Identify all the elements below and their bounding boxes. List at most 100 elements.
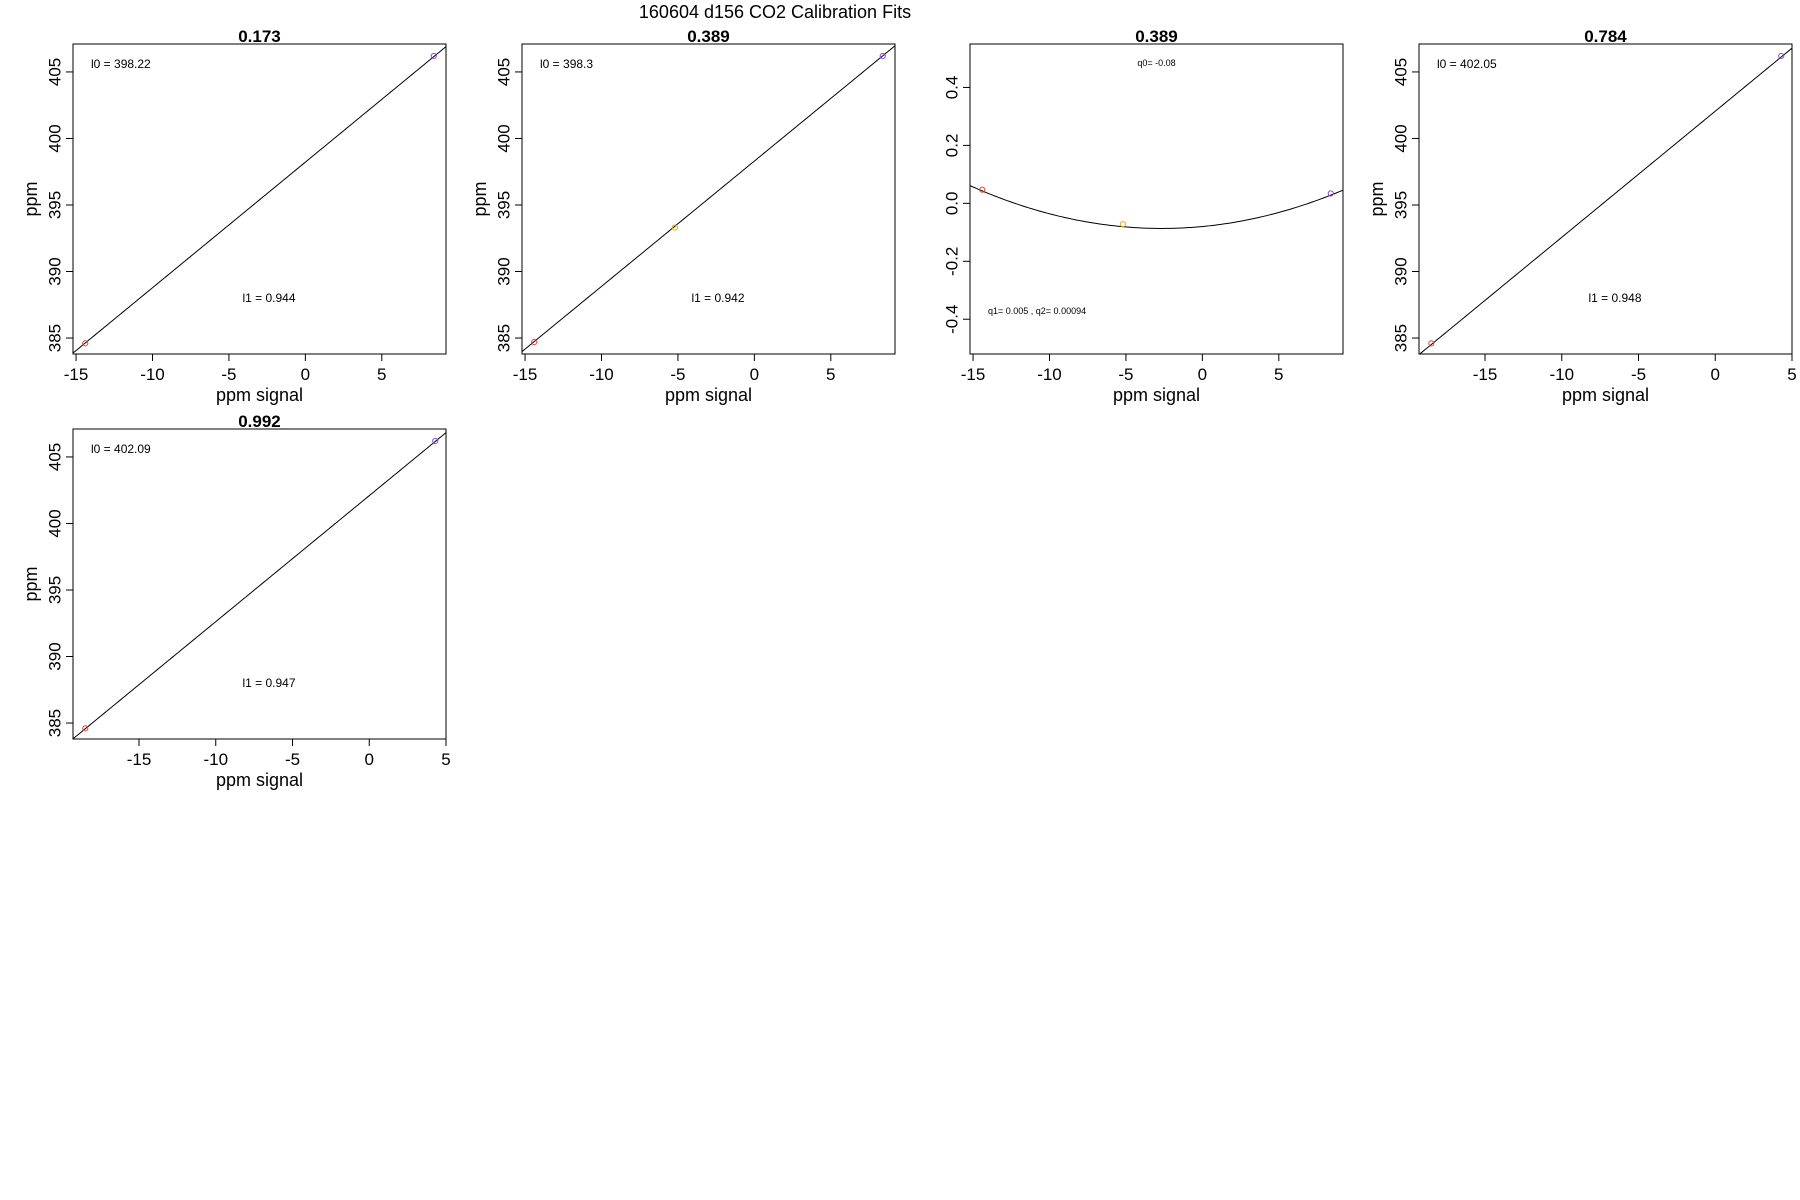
y-tick-label: 0.2 [942,134,961,158]
panel-3: 0.389 -15 -10 -5 0 5 ppm signal -0.4 -0.2 0.0 0.2 0… [942,27,1344,405]
figure-title: 160604 d156 CO2 Calibration Fits [639,2,911,22]
y-tick-label: 400 [494,124,513,152]
y-tick-label: 390 [1391,257,1410,285]
fit-line [522,45,895,352]
panel-title: 0.784 [1584,27,1627,46]
x-tick-label: 5 [826,365,835,384]
x-tick-label: -15 [961,365,986,384]
fit-annotation: q0= -0.08 [1137,58,1175,68]
plot-frame [72,428,447,740]
y-tick-label: 385 [45,324,64,352]
x-tick-label: -15 [1473,365,1498,384]
panel-title: 0.389 [1135,27,1178,46]
panel-2: 0.389 -15 -10 -5 0 5 ppm signal 385 390 395 400 405… [470,27,896,405]
x-tick-label: -10 [1037,365,1062,384]
x-tick-label: 5 [377,365,386,384]
x-tick-label: -15 [513,365,538,384]
data-point [1778,52,1785,60]
x-tick-label: 0 [750,365,759,384]
data-point [432,437,439,445]
data-point [82,725,89,732]
y-tick-label: 390 [494,257,513,285]
fit-annotation: l0 = 398.22 [91,57,151,71]
x-tick-label: -5 [1118,365,1133,384]
fit-annotation: l1 = 0.947 [242,676,295,690]
fit-annotation: l0 = 402.05 [1437,57,1497,71]
panel-title: 0.389 [687,27,730,46]
x-tick-label: 5 [1274,365,1283,384]
fit-line [73,46,446,354]
panel-4: 0.784 -15 -10 -5 0 5 ppm signal 385 390 395 400 405… [1367,27,1797,405]
y-tick-label: 395 [45,191,64,219]
data-point [671,224,678,231]
y-axis-label: ppm [21,181,41,216]
x-tick-label: 0 [365,750,374,769]
data-point [879,52,886,60]
x-tick-label: -5 [1631,365,1646,384]
y-tick-label: 405 [45,58,64,86]
plot-frame [969,43,1344,355]
x-tick-label: 0 [1711,365,1720,384]
data-point [979,186,986,193]
x-axis-label: ppm signal [216,770,303,790]
fit-annotation: l1 = 0.942 [691,291,744,305]
panel-1: 0.173 -15 -10 -5 0 5 ppm signal 385 390 395 400 405… [21,27,447,405]
y-tick-label: 405 [1391,58,1410,86]
x-axis-label: ppm signal [216,385,303,405]
y-tick-label: -0.2 [942,247,961,276]
y-tick-label: 405 [494,58,513,86]
data-point [1428,340,1435,347]
data-point [430,52,437,60]
y-tick-label: 405 [45,443,64,471]
y-tick-label: -0.4 [942,305,961,334]
y-tick-label: 385 [1391,324,1410,352]
panel-title: 0.173 [238,27,281,46]
plot-frame [72,43,447,355]
fit-annotation: l1 = 0.948 [1588,291,1641,305]
x-tick-label: -5 [285,750,300,769]
x-axis-label: ppm signal [665,385,752,405]
panels-group: 0.173 -15 -10 -5 0 5 ppm signal 385 390 395 400 405… [21,27,1797,790]
x-tick-label: 0 [1198,365,1207,384]
panel-5: 0.992 -15 -10 -5 0 5 ppm signal 385 390 395 400 405… [21,412,451,790]
fit-annotation: q1= 0.005 , q2= 0.00094 [988,306,1086,316]
x-tick-label: -10 [1549,365,1574,384]
plot-frame [521,43,896,355]
data-point [531,338,538,346]
fit-line [1419,47,1792,354]
y-axis-label: ppm [1367,181,1387,216]
x-tick-label: -5 [221,365,236,384]
y-tick-label: 0.0 [942,192,961,216]
plot-frame [1418,43,1793,355]
x-axis-label: ppm signal [1562,385,1649,405]
x-tick-label: -5 [670,365,685,384]
x-axis-label: ppm signal [1113,385,1200,405]
fit-annotation: l0 = 402.09 [91,442,151,456]
x-tick-label: -10 [589,365,614,384]
x-tick-label: -15 [64,365,89,384]
y-tick-label: 395 [45,576,64,604]
fit-line [73,432,446,739]
y-tick-label: 0.4 [942,76,961,100]
x-tick-label: 0 [301,365,310,384]
x-tick-label: 5 [1787,365,1796,384]
y-axis-label: ppm [21,566,41,601]
x-tick-label: -15 [127,750,152,769]
y-tick-label: 390 [45,642,64,670]
data-point [1119,221,1126,228]
y-tick-label: 385 [494,324,513,352]
y-tick-label: 395 [1391,191,1410,219]
fit-annotation: l1 = 0.944 [242,291,295,305]
y-tick-label: 400 [45,509,64,537]
x-tick-label: 5 [441,750,450,769]
y-tick-label: 390 [45,257,64,285]
data-point [82,340,89,347]
data-point [1327,190,1334,197]
x-tick-label: -10 [203,750,228,769]
fit-curve [970,185,1343,229]
y-axis-label: ppm [470,181,490,216]
y-tick-label: 385 [45,709,64,737]
y-tick-label: 400 [1391,124,1410,152]
x-tick-label: -10 [140,365,165,384]
